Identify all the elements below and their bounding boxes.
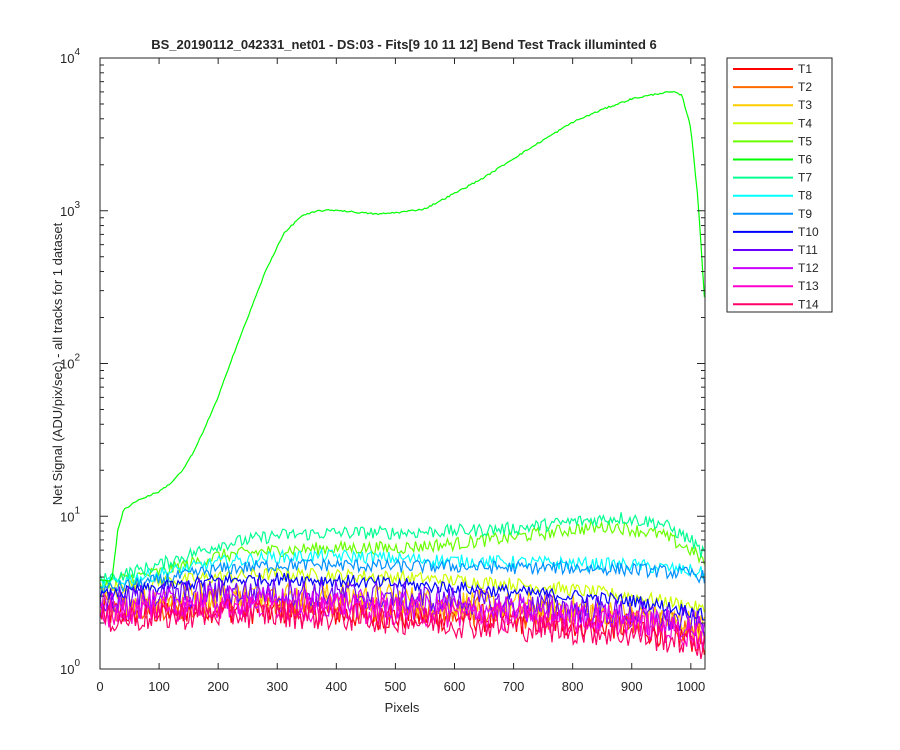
x-tick-label: 1000: [676, 679, 705, 694]
legend-box: [726, 57, 833, 313]
series-line-t4: [100, 566, 705, 613]
chart-title: BS_20190112_042331_net01 - DS:03 - Fits[…: [151, 37, 657, 52]
legend-item-t6: T6: [733, 153, 812, 167]
plot-area: [99, 57, 706, 670]
x-tick-label: 300: [266, 679, 288, 694]
legend-item-t3: T3: [733, 98, 812, 112]
x-tick-label: 100: [148, 679, 170, 694]
y-tick-exponent: 1: [74, 505, 80, 516]
series-line-t7: [100, 512, 705, 587]
series-line-t13: [100, 591, 705, 651]
y-tick-label: 101: [60, 505, 80, 524]
legend-label: T1: [798, 62, 812, 76]
legend-item-t1: T1: [733, 62, 812, 76]
x-tick-label: 700: [503, 679, 525, 694]
legend-label: T10: [798, 225, 819, 239]
legend-item-t9: T9: [733, 207, 812, 221]
legend-label: T2: [798, 80, 812, 94]
y-tick-label: 103: [60, 200, 80, 219]
series-line-t8: [100, 547, 705, 589]
legend-label: T3: [798, 98, 812, 112]
legend-label: T4: [798, 116, 812, 130]
legend-label: T11: [798, 243, 818, 257]
legend-label: T9: [798, 207, 812, 221]
series-line-t9: [100, 557, 705, 596]
x-tick-label: 600: [444, 679, 466, 694]
legend-item-t4: T4: [733, 116, 812, 130]
series-line-t5: [100, 520, 705, 591]
x-tick-label: 500: [385, 679, 407, 694]
legend-label: T6: [798, 153, 812, 167]
y-tick-exponent: 3: [74, 200, 80, 211]
series-line-t6: [100, 90, 705, 582]
y-tick-label: 100: [60, 658, 80, 677]
y-axis-label: Net Signal (ADU/pix/sec) - all tracks fo…: [50, 222, 65, 505]
x-axis: 0 100 200 300 400 500 600 700 800 900 1000: [96, 58, 705, 694]
x-tick-label: 900: [621, 679, 643, 694]
legend-item-t5: T5: [733, 134, 812, 148]
legend-label: T14: [798, 297, 819, 311]
legend-item-t7: T7: [733, 171, 812, 185]
legend-item-t14: T14: [733, 297, 819, 311]
legend-label: T13: [798, 279, 819, 293]
y-tick-exponent: 0: [74, 658, 80, 669]
series-line-t10: [100, 572, 705, 621]
x-tick-label: 200: [207, 679, 229, 694]
x-tick-label: 400: [325, 679, 347, 694]
legend-label: T12: [798, 261, 819, 275]
legend-label: T8: [798, 189, 812, 203]
legend-item-t10: T10: [733, 225, 819, 239]
legend-item-t12: T12: [733, 261, 819, 275]
y-tick-exponent: 2: [74, 353, 80, 364]
legend-item-t11: T11: [733, 243, 818, 257]
legend: T1 T2 T3 T4 T5 T6 T7 T8 T9 T10 T11 T12 T13 T14: [726, 57, 833, 313]
legend-item-t8: T8: [733, 189, 812, 203]
legend-label: T7: [798, 171, 812, 185]
x-tick-label: 0: [96, 679, 103, 694]
x-tick-label: 800: [562, 679, 584, 694]
legend-item-t2: T2: [733, 80, 812, 94]
y-tick-exponent: 4: [74, 47, 80, 58]
legend-item-t13: T13: [733, 279, 819, 293]
series-line-t14: [100, 598, 705, 660]
series-layer: [100, 90, 705, 660]
x-axis-label: Pixels: [385, 700, 420, 715]
y-tick-label: 104: [60, 47, 80, 66]
legend-label: T5: [798, 134, 812, 148]
